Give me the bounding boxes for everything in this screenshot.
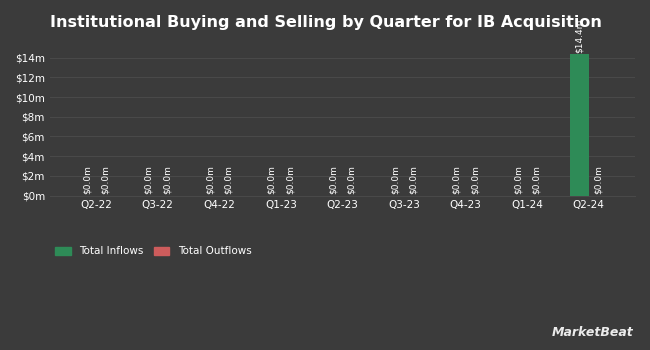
Text: $0.0m: $0.0m: [514, 166, 523, 194]
Text: MarketBeat: MarketBeat: [552, 327, 634, 340]
Text: $0.0m: $0.0m: [329, 166, 338, 194]
Text: $0.0m: $0.0m: [162, 166, 172, 194]
Text: $0.0m: $0.0m: [224, 166, 233, 194]
Text: $0.0m: $0.0m: [83, 166, 91, 194]
Text: $0.0m: $0.0m: [347, 166, 356, 194]
Text: $0.0m: $0.0m: [593, 166, 603, 194]
Text: $0.0m: $0.0m: [144, 166, 153, 194]
Text: Institutional Buying and Selling by Quarter for IB Acquisition: Institutional Buying and Selling by Quar…: [50, 15, 602, 30]
Text: $0.0m: $0.0m: [452, 166, 461, 194]
Text: $0.0m: $0.0m: [267, 166, 276, 194]
Bar: [570, 54, 589, 196]
Text: $0.0m: $0.0m: [101, 166, 110, 194]
Text: $0.0m: $0.0m: [390, 166, 399, 194]
Text: $0.0m: $0.0m: [532, 166, 541, 194]
Text: $0.0m: $0.0m: [285, 166, 294, 194]
Legend: Total Inflows, Total Outflows: Total Inflows, Total Outflows: [55, 246, 252, 257]
Text: $14.4m: $14.4m: [575, 18, 584, 52]
Text: $0.0m: $0.0m: [471, 166, 479, 194]
Text: $0.0m: $0.0m: [409, 166, 418, 194]
Text: $0.0m: $0.0m: [205, 166, 214, 194]
